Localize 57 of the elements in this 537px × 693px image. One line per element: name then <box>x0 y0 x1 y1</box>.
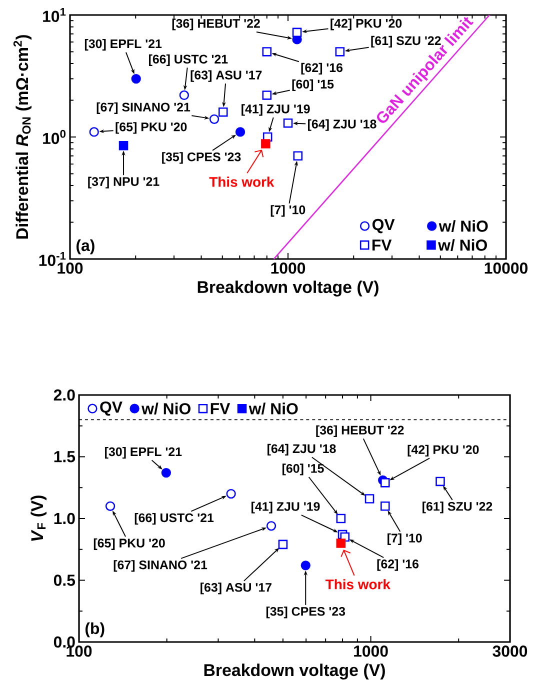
annotation: (a) <box>76 239 94 254</box>
annotation: [37] NPU '21 <box>88 176 160 188</box>
annotation: [61] SZU '22 <box>371 36 441 48</box>
x-tick-label: 100 <box>66 646 92 657</box>
legend-label: QV <box>100 401 122 416</box>
y-tick-label: 0.5 <box>54 574 76 586</box>
x-tick-label: 1000 <box>354 646 388 657</box>
annotation: [62] '16 <box>377 559 419 571</box>
x-axis-title: Breakdown voltage (V) <box>198 280 378 297</box>
text: This work <box>209 176 274 187</box>
annotation: [65] PKU '20 <box>116 122 187 134</box>
annotation: [61] SZU '22 <box>422 502 492 514</box>
legend-label: FV <box>372 240 392 251</box>
annotation: [7] '10 <box>270 205 306 217</box>
annotation: [64] ZJU '18 <box>268 444 336 456</box>
annotation: [36] HEBUT '22 <box>172 18 260 30</box>
annotation: [60] '15 <box>282 464 324 476</box>
annotation: [66] USTC '21 <box>134 512 214 525</box>
legend-label: w/ NiO <box>248 402 298 415</box>
annotation: [41] ZJU '19 <box>242 104 310 116</box>
annotation: [36] HEBUT '22 <box>316 425 404 438</box>
y-tick-label: 10$^{0}$ <box>43 130 66 144</box>
annotation: [63] ASU '17 <box>200 582 272 594</box>
x-tick-label: 3000 <box>492 646 528 657</box>
annotation: [30] EPFL '21 <box>105 446 182 459</box>
y-tick-label: 2.0 <box>54 389 75 401</box>
x-axis-title: Breakdown voltage (V) <box>204 664 385 680</box>
annotation: (b) <box>85 622 104 638</box>
text: This work <box>326 579 390 590</box>
legend-label: w/ NiO <box>438 220 488 232</box>
annotation: [67] SINANO '21 <box>114 560 208 572</box>
annotation: [41] ZJU '19 <box>252 502 320 514</box>
y-tick-label: 1.0 <box>54 512 75 524</box>
y-tick-label: 0.0 <box>54 636 75 648</box>
annotation: [60] '15 <box>292 79 334 92</box>
annotation: [65] PKU '20 <box>94 538 165 550</box>
annotation: [66] USTC '21 <box>149 54 228 66</box>
x-tick-label: 1000 <box>271 262 306 274</box>
legend-label: w/ NiO <box>142 402 190 415</box>
annotation: [63] ASU '17 <box>190 70 262 82</box>
y-tick-label: 10$^{1}$ <box>43 8 66 22</box>
annotation: [35] CPES '23 <box>266 606 346 618</box>
legend-label: QV <box>372 218 395 234</box>
annotation: [42] PKU '20 <box>330 18 402 30</box>
annotation: [42] PKU '20 <box>408 444 479 456</box>
legend-label: FV <box>210 403 230 414</box>
annotation: [67] SINANO '21 <box>96 102 190 114</box>
legend-label: w/ NiO <box>438 239 487 251</box>
y-axis-title: V$_{F}$ (V) <box>30 496 46 541</box>
y-tick-label: 1.5 <box>54 451 76 462</box>
annotation: [62] '16 <box>301 62 343 75</box>
annotation: [64] ZJU '18 <box>308 119 376 131</box>
annotation: [7] '10 <box>388 533 422 545</box>
x-tick-label: 10000 <box>484 262 528 274</box>
annotation: [30] EPFL '21 <box>84 38 162 51</box>
annotation: [35] CPES '23 <box>162 152 241 164</box>
y-axis-title: Differential R$_{ON}$ (mΩ·cm$^{2}$) <box>13 35 32 239</box>
